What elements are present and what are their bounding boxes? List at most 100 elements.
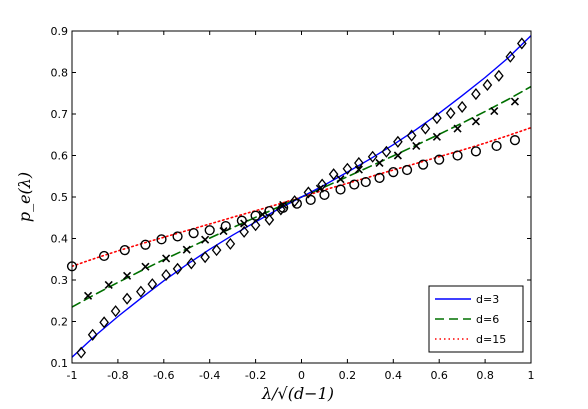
- legend-label: d=15: [476, 333, 506, 346]
- data-point: [349, 179, 360, 190]
- data-point: [445, 107, 456, 120]
- data-point: [367, 150, 378, 163]
- data-point: [140, 239, 151, 250]
- data-point: [342, 162, 353, 175]
- data-point: [83, 291, 93, 300]
- series-line-d=3: [72, 34, 531, 358]
- data-point: [201, 235, 210, 244]
- data-point: [279, 200, 288, 209]
- data-point: [471, 88, 481, 101]
- data-point: [236, 215, 247, 226]
- data-point: [225, 237, 236, 250]
- y-tick-label: 0.8: [51, 67, 69, 80]
- x-axis-label: λ/√(d−1): [261, 384, 334, 403]
- data-point: [156, 234, 167, 245]
- x-tick-label: -0.8: [107, 369, 128, 382]
- data-point: [393, 135, 403, 148]
- data-point: [161, 268, 171, 282]
- legend-label: d=3: [476, 293, 499, 306]
- data-point: [336, 175, 345, 184]
- data-point: [123, 271, 132, 280]
- x-tick-label: 0.8: [476, 369, 494, 382]
- y-tick-label: 0.7: [51, 108, 69, 121]
- data-point: [278, 202, 289, 213]
- data-point: [482, 78, 493, 91]
- data-point: [122, 292, 132, 305]
- legend-box: [428, 285, 524, 353]
- data-point: [264, 206, 275, 217]
- data-point: [453, 124, 462, 133]
- y-tick-label: 0.9: [51, 25, 69, 38]
- legend: d=3 d=6 d=15: [428, 285, 524, 353]
- x-tick-label: 0.6: [430, 369, 448, 382]
- y-tick-label: 0.5: [51, 191, 69, 204]
- data-point: [470, 146, 482, 157]
- marker-layer: [66, 37, 527, 359]
- data-point: [172, 262, 183, 275]
- data-point: [250, 219, 261, 232]
- data-point: [211, 244, 222, 257]
- data-point: [374, 172, 385, 184]
- data-point: [401, 164, 413, 176]
- data-point: [432, 112, 442, 125]
- data-point: [104, 280, 113, 290]
- data-point: [393, 151, 402, 160]
- legend-label: d=6: [476, 313, 499, 326]
- data-point: [490, 107, 499, 116]
- x-tick-label: 0.4: [385, 369, 403, 382]
- y-tick-label: 0.1: [51, 357, 69, 370]
- data-point: [328, 168, 339, 181]
- data-point: [303, 186, 314, 199]
- data-point: [162, 254, 171, 263]
- data-point: [420, 122, 431, 135]
- data-point: [354, 156, 364, 170]
- x-tick-label: 0: [298, 369, 305, 382]
- data-point: [147, 278, 158, 291]
- data-point: [99, 250, 110, 262]
- data-point: [291, 198, 303, 209]
- x-axis-ticks: -1 -0.8 -0.6 -0.4 -0.2 0 0.2 0.4 0.6 0.8 1: [67, 31, 535, 382]
- y-tick-label: 0.2: [51, 316, 69, 329]
- data-point: [412, 141, 421, 151]
- data-point: [335, 184, 346, 195]
- y-tick-label: 0.4: [51, 233, 69, 246]
- data-point: [494, 69, 504, 82]
- data-point: [471, 117, 480, 126]
- data-point: [510, 97, 520, 106]
- data-point: [434, 154, 445, 165]
- data-point: [110, 305, 121, 318]
- data-point: [305, 194, 316, 206]
- x-tick-label: 0.2: [339, 369, 357, 382]
- data-point: [141, 262, 150, 271]
- data-point: [264, 213, 275, 226]
- data-point: [204, 225, 215, 236]
- data-point: [354, 165, 363, 174]
- data-point: [360, 176, 371, 188]
- x-tick-label: -0.6: [153, 369, 174, 382]
- data-point: [250, 210, 261, 221]
- data-point: [406, 129, 417, 142]
- data-point: [76, 346, 87, 359]
- x-tick-label: -1: [67, 369, 78, 382]
- data-point: [505, 50, 516, 63]
- data-point: [516, 37, 527, 50]
- data-point: [182, 245, 191, 254]
- data-point: [172, 231, 183, 242]
- y-axis-label: p_e(λ): [15, 172, 34, 222]
- data-point: [186, 257, 197, 270]
- data-point: [219, 226, 228, 236]
- data-point: [491, 140, 502, 152]
- data-point: [432, 132, 441, 141]
- data-point: [99, 316, 109, 329]
- data-point: [317, 178, 327, 191]
- data-point: [388, 167, 399, 178]
- data-point: [200, 251, 210, 264]
- y-tick-label: 0.6: [51, 150, 69, 163]
- data-point: [457, 100, 467, 113]
- x-tick-label: 1: [528, 369, 535, 382]
- data-point: [239, 225, 249, 238]
- x-tick-label: -0.2: [245, 369, 266, 382]
- x-tick-label: -0.4: [199, 369, 220, 382]
- y-axis-ticks: 0.1 0.2 0.3 0.4 0.5 0.6 0.7 0.8 0.9: [51, 25, 531, 370]
- data-point: [319, 189, 330, 201]
